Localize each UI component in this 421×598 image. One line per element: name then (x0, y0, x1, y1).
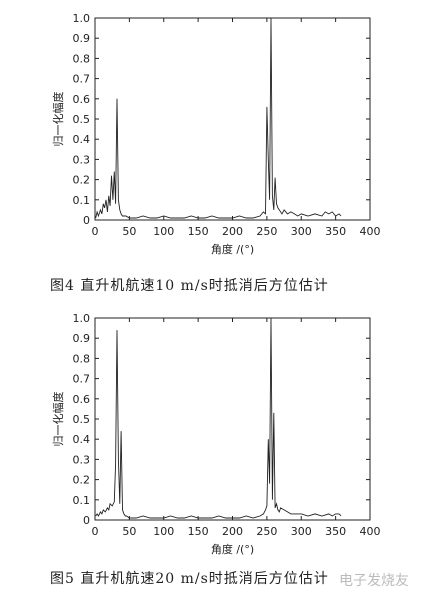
watermark-logo: 电子发烧友 (339, 573, 409, 589)
y-tick-label: 0.1 (73, 194, 91, 207)
series-line (95, 17, 342, 219)
plot-frame (94, 17, 371, 221)
y-tick-label: 0.6 (73, 393, 91, 406)
chart-figure-5: 0 0.1 0.2 0.3 0.4 0.5 0.6 0.7 0.8 0.9 1.0 0 50 100 150… (51, 312, 381, 556)
y-tick-label: 0.4 (73, 133, 91, 146)
x-tick-label: 150 (188, 225, 209, 238)
y-tick-label: 0.5 (73, 413, 91, 426)
y-tick-label: 0.3 (73, 453, 91, 466)
y-tick-label: 0.5 (73, 113, 91, 126)
y-tick-label: 0.7 (73, 373, 91, 386)
y-tick-label: 1.0 (73, 12, 91, 25)
y-tick-label: 0.9 (73, 32, 91, 45)
y-tick-label: 0.6 (73, 93, 91, 106)
figure-4-caption: 图4 直升机航速10 m/s时抵消后方位估计 (50, 278, 329, 294)
y-axis-label: 归一化幅度 (51, 392, 65, 447)
x-tick-label: 400 (360, 225, 381, 238)
x-tick-label: 50 (122, 225, 136, 238)
y-axis-label: 归一化幅度 (51, 92, 65, 147)
plot-frame (94, 317, 371, 521)
x-tick-label: 200 (222, 525, 243, 538)
x-axis-label: 角度 /(°) (211, 242, 254, 256)
y-tick-label: 0 (83, 214, 90, 227)
x-tick-label: 400 (360, 525, 381, 538)
x-tick-label: 0 (92, 225, 99, 238)
y-tick-label: 0 (83, 514, 90, 527)
figure-5: 0 0.1 0.2 0.3 0.4 0.5 0.6 0.7 0.8 0.9 1.0 0 50 100 150… (0, 300, 421, 598)
x-tick-label: 250 (256, 225, 277, 238)
x-tick-label: 300 (291, 225, 312, 238)
y-tick-label: 0.1 (73, 494, 91, 507)
x-tick-label: 300 (291, 525, 312, 538)
x-tick-label: 350 (325, 525, 346, 538)
x-tick-label: 0 (92, 525, 99, 538)
y-tick-label: 1.0 (73, 312, 91, 325)
x-tick-label: 200 (222, 225, 243, 238)
y-tick-label: 0.7 (73, 73, 91, 86)
chart-figure-4: 0 0.1 0.2 0.3 0.4 0.5 0.6 0.7 0.8 0.9 1.0 0 50 100 150… (51, 12, 381, 256)
y-tick-label: 0.3 (73, 153, 91, 166)
series-line (95, 317, 342, 519)
x-tick-label: 250 (256, 525, 277, 538)
y-tick-label: 0.2 (73, 174, 91, 187)
y-tick-label: 0.8 (73, 352, 91, 365)
figure-5-caption: 图5 直升机航速20 m/s时抵消后方位估计 (50, 571, 329, 587)
x-tick-label: 100 (153, 525, 174, 538)
x-tick-label: 100 (153, 225, 174, 238)
y-tick-label: 0.4 (73, 433, 91, 446)
y-tick-label: 0.9 (73, 332, 91, 345)
x-axis-label: 角度 /(°) (211, 542, 254, 556)
x-tick-label: 150 (188, 525, 209, 538)
x-tick-label: 350 (325, 225, 346, 238)
x-tick-label: 50 (122, 525, 136, 538)
figure-4: 0 0.1 0.2 0.3 0.4 0.5 0.6 0.7 0.8 0.9 1.0 0 50 100 150… (50, 12, 381, 294)
y-tick-label: 0.8 (73, 52, 91, 65)
y-tick-label: 0.2 (73, 474, 91, 487)
